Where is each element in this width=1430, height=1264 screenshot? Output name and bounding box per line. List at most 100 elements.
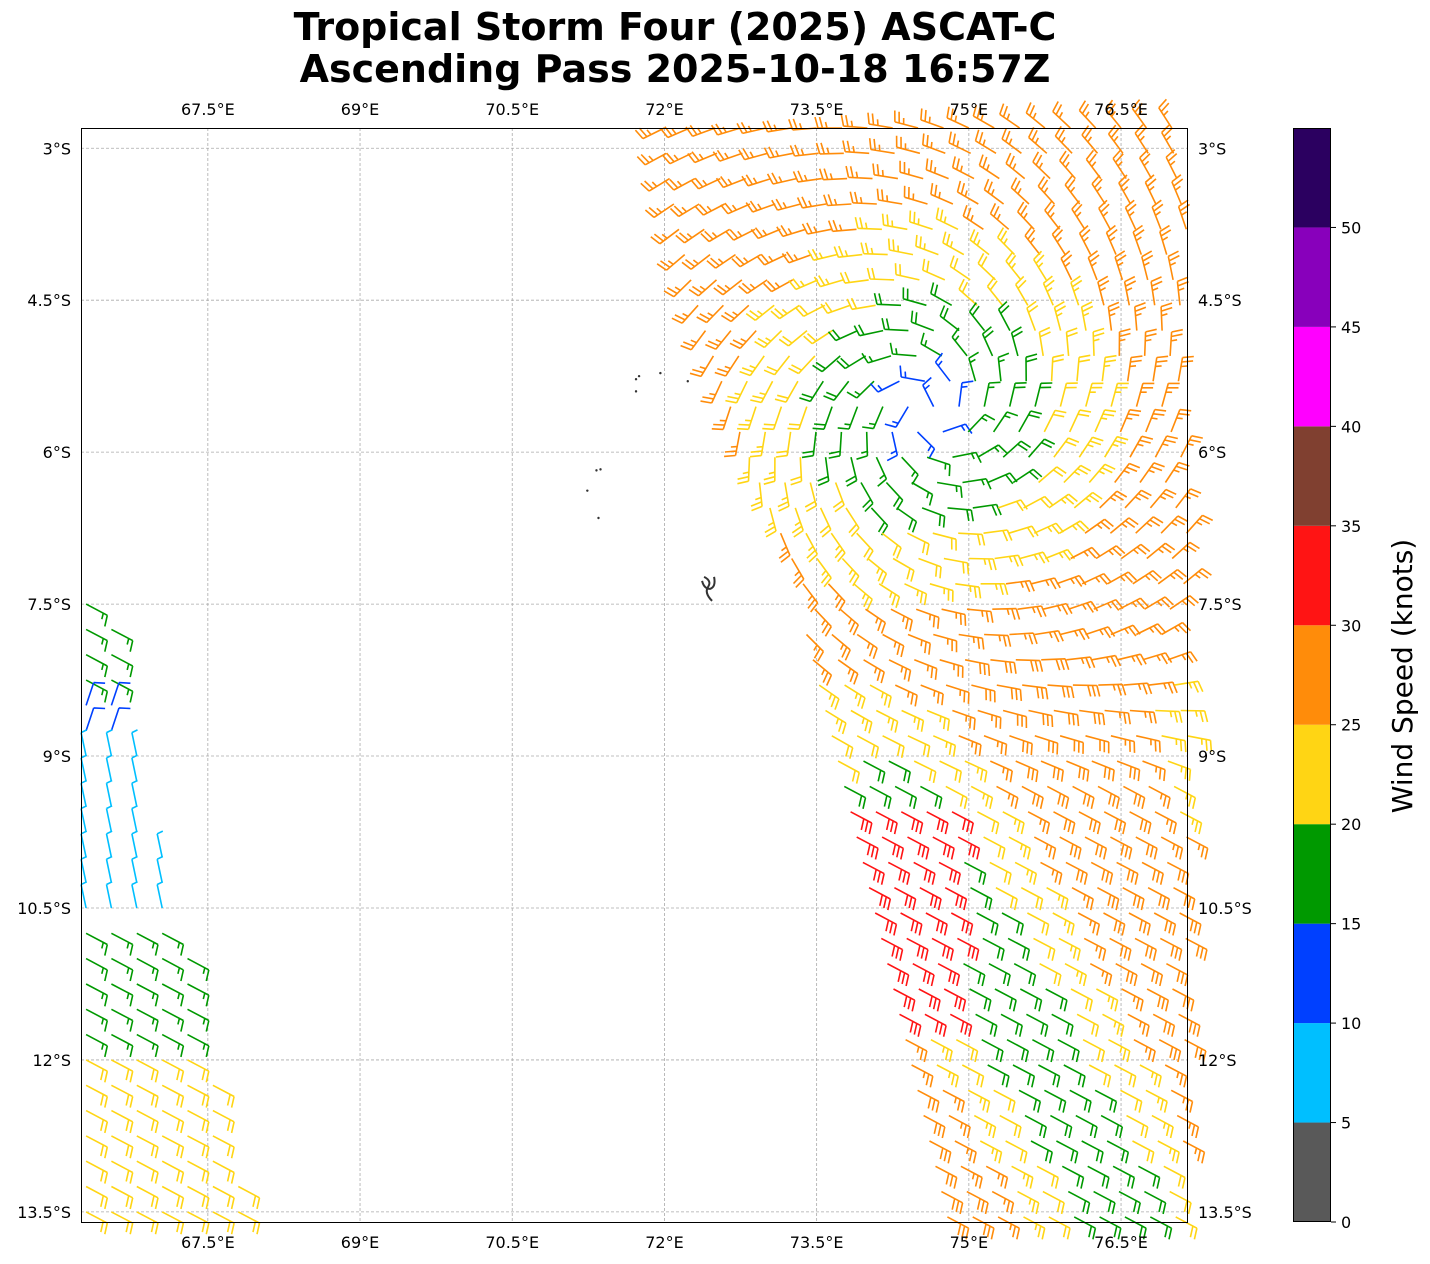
wind-barb	[1038, 326, 1051, 357]
wind-barb	[161, 983, 185, 1007]
wind-barb	[1100, 1114, 1124, 1139]
wind-barb	[1154, 435, 1178, 458]
wind-barb	[724, 431, 741, 458]
wind-barb	[161, 1109, 185, 1134]
wind-barb	[1133, 1038, 1156, 1063]
wind-barb	[1021, 785, 1044, 809]
lon-tick-label-top: 73.5°E	[790, 100, 844, 119]
wind-barb	[131, 729, 138, 757]
wind-barb	[825, 709, 847, 735]
lon-tick-label-bottom: 73.5°E	[790, 1233, 844, 1252]
wind-barb	[136, 1059, 159, 1083]
colorbar-tick-label: 40	[1341, 417, 1361, 436]
wind-barb	[1012, 1064, 1036, 1088]
wind-barb	[1026, 1013, 1049, 1037]
wind-barb	[839, 271, 869, 284]
wind-barb	[736, 122, 767, 135]
wind-barb	[832, 482, 845, 513]
wind-barb	[964, 760, 988, 783]
wind-barb	[1042, 1190, 1065, 1215]
wind-barb	[941, 1190, 964, 1215]
wind-barb	[136, 1135, 159, 1159]
wind-barb	[1114, 1064, 1137, 1088]
wind-barb	[1027, 438, 1056, 458]
wind-barb	[804, 482, 817, 513]
lon-tick-label-top: 72°E	[645, 100, 683, 119]
wind-barb	[1027, 126, 1048, 154]
wind-barb	[1144, 596, 1174, 610]
wind-barb	[1088, 1064, 1112, 1088]
wind-barb	[1082, 1038, 1106, 1063]
wind-barb	[187, 1059, 210, 1083]
wind-barb	[918, 988, 941, 1012]
wind-barb	[111, 1135, 134, 1159]
wind-barb	[958, 633, 985, 650]
wind-barb	[762, 406, 783, 431]
colorbar-tick-label: 30	[1341, 616, 1361, 635]
island	[597, 516, 600, 520]
wind-barb	[1102, 1013, 1125, 1037]
wind-barb	[812, 355, 841, 373]
wind-barb	[1150, 276, 1163, 306]
wind-barb	[1002, 709, 1028, 729]
wind-barb	[1056, 574, 1087, 587]
colorbar-bin	[1293, 724, 1331, 825]
wind-barb	[1175, 1216, 1198, 1240]
axis-ticks: 67.5°E 67.5°E 69°E 69°E 70.5°E 70.5°E 72°E 72°E…	[17, 100, 1252, 1252]
wind-barb	[913, 861, 936, 885]
wind-barb	[763, 279, 793, 293]
wind-barb	[837, 760, 860, 784]
wind-barb	[934, 352, 951, 382]
colorbar-tick-label: 35	[1341, 517, 1361, 536]
wind-barb	[136, 983, 159, 1007]
wind-barb	[131, 805, 138, 833]
wind-barb	[845, 165, 873, 180]
wind-barb	[936, 1064, 959, 1088]
wind-barb	[960, 1165, 983, 1189]
wind-barb	[894, 886, 917, 911]
wind-barb	[1138, 1165, 1161, 1189]
wind-barb	[1131, 99, 1148, 129]
lon-tick-label-bottom: 67.5°E	[181, 1233, 235, 1252]
wind-barb	[778, 532, 791, 563]
wind-barb	[958, 735, 982, 757]
wind-barb	[187, 1033, 210, 1058]
wind-barb	[636, 152, 667, 166]
wind-barb	[111, 1160, 134, 1184]
wind-barb	[1097, 886, 1120, 911]
wind-barb	[680, 330, 707, 351]
wind-barb	[920, 684, 944, 706]
wind-barb	[955, 1038, 979, 1063]
wind-barb	[1123, 682, 1153, 695]
wind-barb	[1140, 962, 1164, 987]
wind-barb	[846, 380, 875, 399]
wind-barb	[841, 557, 860, 587]
wind-barb	[942, 231, 965, 256]
wind-barb	[925, 912, 948, 936]
wind-barb	[1001, 912, 1024, 936]
wind-barb	[1034, 630, 1064, 643]
wind-barb	[1092, 327, 1105, 356]
wind-barb	[1054, 125, 1073, 154]
wind-barb	[951, 811, 974, 835]
wind-barb	[136, 1160, 159, 1184]
wind-barb	[1141, 861, 1164, 885]
wind-barb	[1160, 836, 1184, 860]
wind-barb	[1068, 600, 1099, 613]
wind-barb	[237, 1185, 261, 1210]
wind-barb	[1008, 382, 1027, 407]
lat-tick-label-right: 4.5°S	[1198, 291, 1242, 310]
wind-barb	[795, 304, 826, 318]
wind-barb	[792, 170, 822, 183]
wind-barb	[1039, 962, 1062, 987]
wind-barb	[1185, 937, 1208, 961]
wind-barb	[920, 108, 944, 129]
wind-barb	[1090, 861, 1114, 885]
wind-barb	[85, 1109, 109, 1134]
wind-barb	[1126, 355, 1143, 382]
wind-barb	[1028, 709, 1054, 728]
wind-barb	[964, 861, 987, 885]
wind-barb	[1015, 659, 1044, 672]
lon-tick-label-bottom: 75°E	[950, 1233, 988, 1252]
